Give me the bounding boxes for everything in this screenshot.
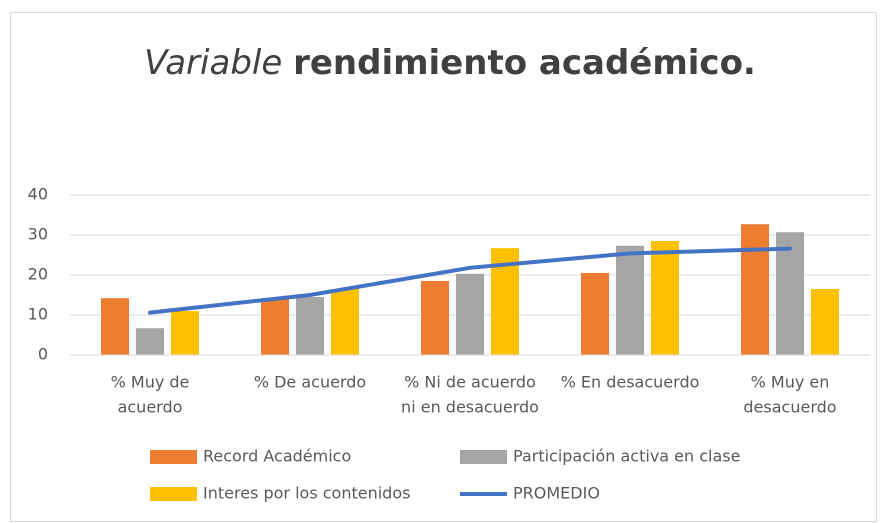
legend-label: Record Académico — [203, 447, 351, 466]
bar — [741, 224, 769, 355]
x-tick-label: % De acuerdo — [254, 373, 366, 392]
bar — [101, 298, 129, 355]
legend-label: PROMEDIO — [513, 484, 600, 503]
y-tick-label: 40 — [28, 185, 48, 204]
legend-swatch — [150, 450, 197, 464]
x-tick-label: % Muy de — [111, 373, 190, 392]
bar — [456, 273, 484, 355]
x-tick-label: % Muy en — [751, 373, 830, 392]
x-tick-label: ni en desacuerdo — [401, 398, 539, 417]
bar — [651, 241, 679, 355]
bar — [776, 232, 804, 355]
chart-frame — [10, 12, 877, 522]
x-tick-label: acuerdo — [118, 398, 183, 417]
x-tick-label: % En desacuerdo — [561, 373, 700, 392]
legend-swatch — [460, 450, 507, 464]
bar — [616, 245, 644, 355]
bar — [331, 289, 359, 355]
title-bold: rendimiento académico. — [293, 43, 756, 83]
x-tick-label: desacuerdo — [743, 398, 836, 417]
bar — [136, 328, 164, 355]
bar — [581, 273, 609, 355]
bar — [171, 311, 199, 355]
y-tick-label: 20 — [28, 265, 48, 284]
bar — [421, 281, 449, 355]
legend-swatch — [150, 487, 197, 501]
chart-title: Variable rendimiento académico. — [144, 43, 756, 83]
y-tick-label: 10 — [28, 305, 48, 324]
y-tick-label: 30 — [28, 225, 48, 244]
y-tick-label: 0 — [38, 345, 48, 364]
line-series — [148, 246, 792, 315]
bar — [296, 297, 324, 355]
x-tick-label: % Ni de acuerdo — [404, 373, 536, 392]
bar — [261, 299, 289, 355]
legend-label: Participación activa en clase — [513, 447, 740, 466]
title-italic: Variable — [144, 43, 282, 83]
bar — [811, 289, 839, 355]
legend-label: Interes por los contenidos — [203, 484, 410, 503]
